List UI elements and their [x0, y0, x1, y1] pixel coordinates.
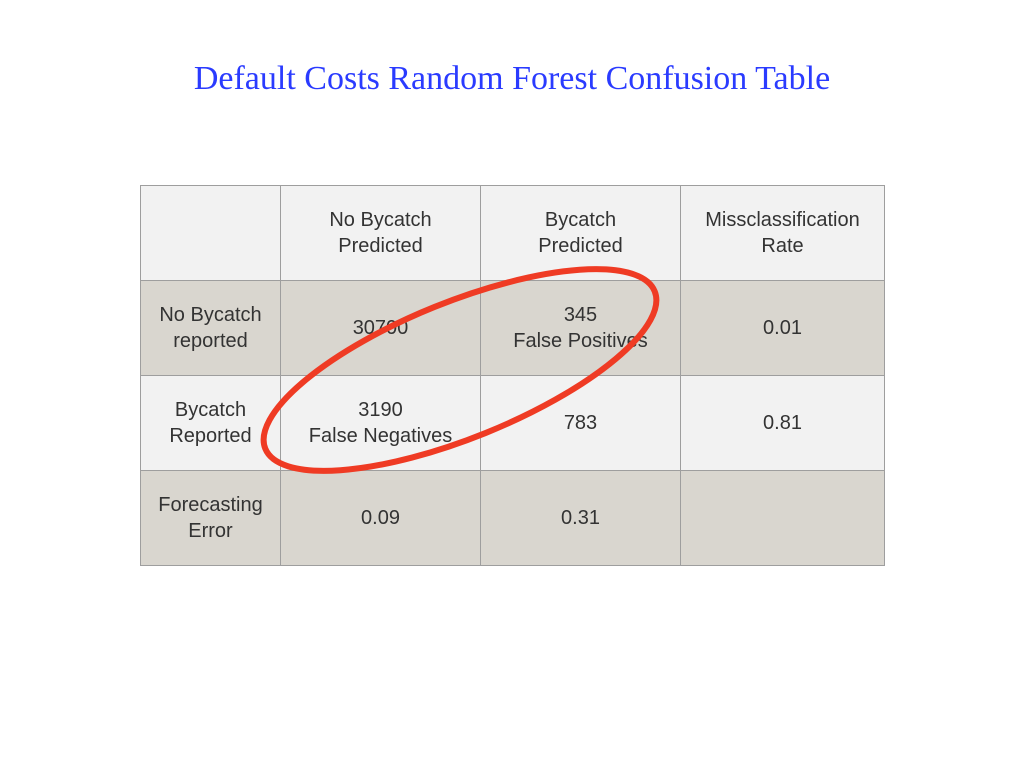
header-cell-blank: [141, 186, 281, 281]
header-cell-misclass-rate: MissclassificationRate: [681, 186, 885, 281]
row-header-forecasting-error: ForecastingError: [141, 471, 281, 566]
cell-false-positives: 345False Positives: [481, 281, 681, 376]
row-header-no-bycatch-reported: No Bycatchreported: [141, 281, 281, 376]
row-header-bycatch-reported: BycatchReported: [141, 376, 281, 471]
slide: Default Costs Random Forest Confusion Ta…: [0, 0, 1024, 768]
cell-forecast-error-col1: 0.09: [281, 471, 481, 566]
confusion-table-container: No BycatchPredicted BycatchPredicted Mis…: [140, 185, 884, 566]
cell-forecast-error-col2: 0.31: [481, 471, 681, 566]
cell-true-negatives: 30700: [281, 281, 481, 376]
cell-false-negatives: 3190False Negatives: [281, 376, 481, 471]
table-row: No BycatchPredicted BycatchPredicted Mis…: [141, 186, 885, 281]
cell-blank-bottom-right: [681, 471, 885, 566]
header-cell-no-bycatch-pred: No BycatchPredicted: [281, 186, 481, 281]
slide-title: Default Costs Random Forest Confusion Ta…: [0, 60, 1024, 98]
cell-true-positives: 783: [481, 376, 681, 471]
table-row: BycatchReported 3190False Negatives 783 …: [141, 376, 885, 471]
cell-misclass-rate-row2: 0.81: [681, 376, 885, 471]
table-row: ForecastingError 0.09 0.31: [141, 471, 885, 566]
header-cell-bycatch-pred: BycatchPredicted: [481, 186, 681, 281]
table-row: No Bycatchreported 30700 345False Positi…: [141, 281, 885, 376]
confusion-table: No BycatchPredicted BycatchPredicted Mis…: [140, 185, 885, 566]
cell-misclass-rate-row1: 0.01: [681, 281, 885, 376]
